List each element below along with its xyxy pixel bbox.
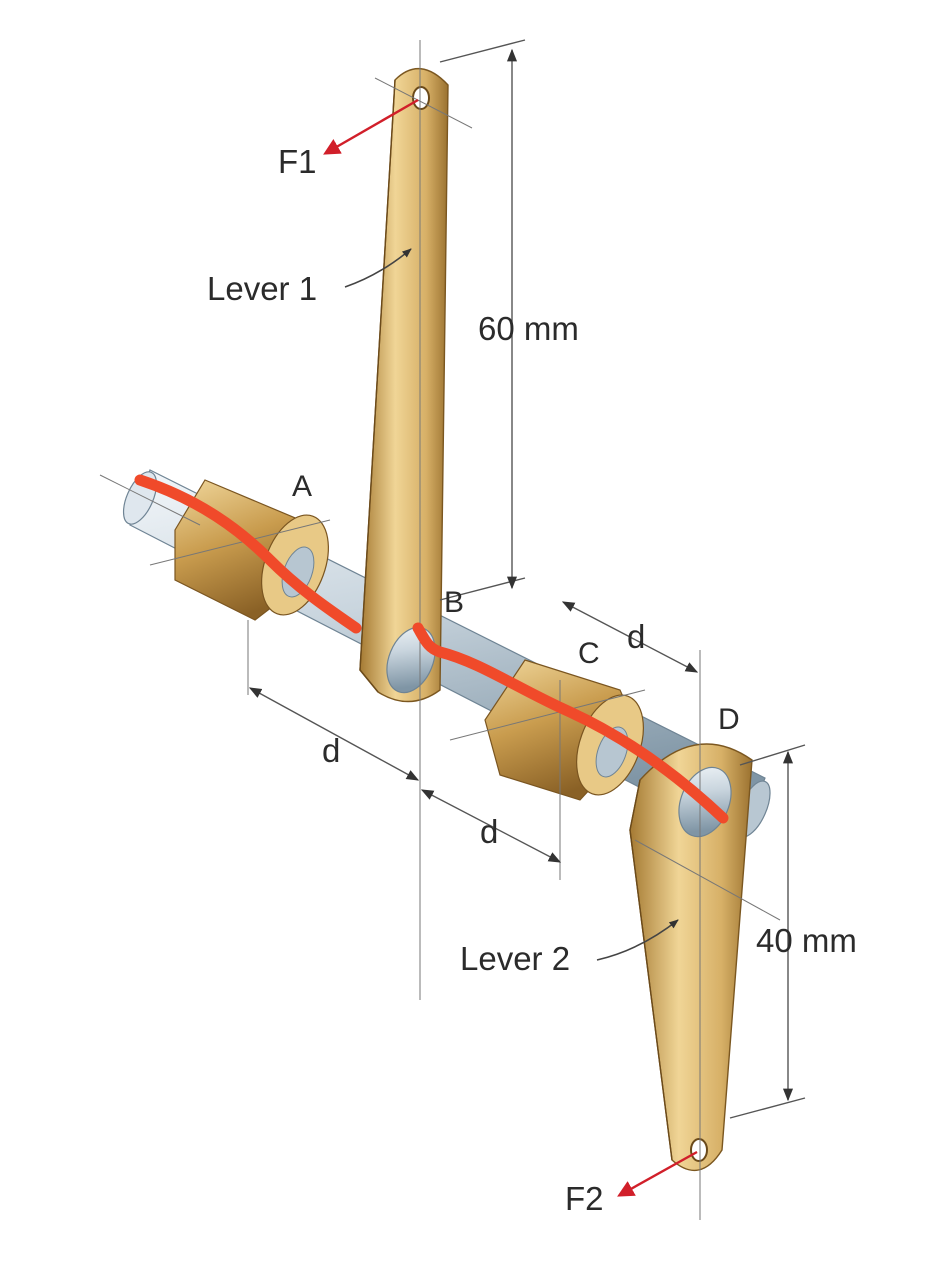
- red-annotation-stroke-1: [134, 474, 362, 634]
- force-f1-arrow: [323, 98, 419, 155]
- lever-2-leader: [596, 919, 679, 961]
- length-40mm-label: 40 mm: [756, 922, 857, 959]
- dimension-d-cd: [561, 601, 699, 673]
- point-c-label: C: [578, 637, 600, 670]
- spacing-d-cd-label: d: [627, 618, 645, 655]
- f1-label: F1: [278, 143, 317, 180]
- dimension-60mm: [439, 39, 526, 601]
- dimension-d-ab: [248, 687, 420, 781]
- extension-lines: [99, 40, 781, 1220]
- lever-1-leader: [344, 248, 412, 288]
- red-annotation-stroke-2: [412, 622, 729, 824]
- point-d-label: D: [718, 703, 740, 736]
- lever-2: [629, 743, 753, 1172]
- point-b-label: B: [444, 586, 464, 619]
- f2-label: F2: [565, 1180, 604, 1217]
- lever-2-label: Lever 2: [460, 940, 570, 977]
- spacing-d-bc-label: d: [480, 813, 498, 850]
- lever-1: [359, 67, 449, 703]
- point-a-label: A: [292, 470, 312, 503]
- spacing-d-ab-label: d: [322, 732, 340, 769]
- dimension-d-bc: [420, 789, 562, 863]
- force-f2-arrow: [617, 1150, 698, 1197]
- length-60mm-label: 60 mm: [478, 310, 579, 347]
- lever-1-label: Lever 1: [207, 270, 317, 307]
- dimension-40mm: [729, 744, 806, 1119]
